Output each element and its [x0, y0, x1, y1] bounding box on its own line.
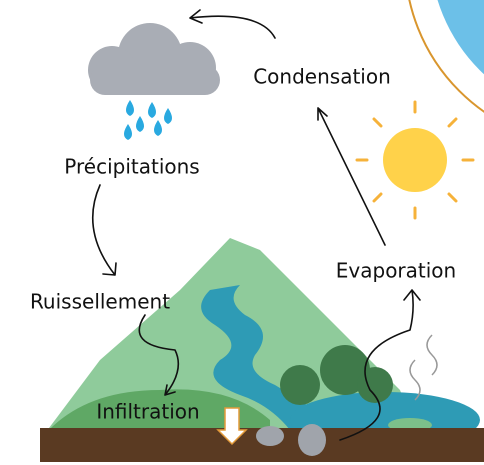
- globe: [405, 0, 484, 145]
- cloud: [88, 23, 220, 95]
- label: Evaporation: [336, 259, 456, 283]
- label: Ruissellement: [30, 290, 170, 314]
- sun: [357, 102, 473, 218]
- water-cycle-diagram: Condensation Précipitations Ruissellemen…: [0, 0, 484, 465]
- label: Précipitations: [64, 155, 199, 179]
- label: Condensation: [253, 65, 391, 89]
- label: Infiltration: [96, 400, 199, 424]
- rain-drops: [124, 100, 172, 140]
